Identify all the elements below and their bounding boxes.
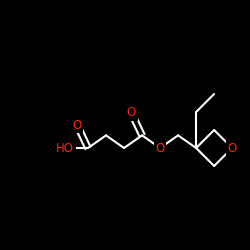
Text: O: O (127, 106, 136, 119)
Text: O: O (156, 142, 165, 154)
Text: HO: HO (56, 142, 74, 154)
Text: O: O (228, 142, 237, 154)
Text: O: O (72, 119, 82, 132)
